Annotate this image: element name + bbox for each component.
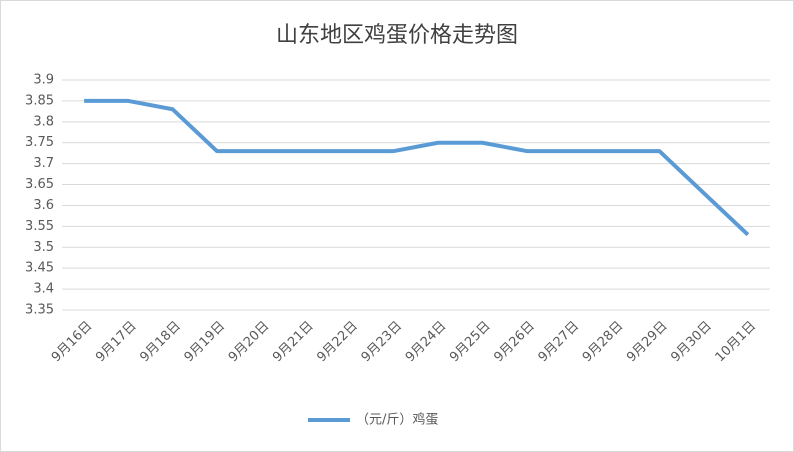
y-tick-label: 3.65 <box>25 177 54 192</box>
y-tick-label: 3.8 <box>33 114 54 129</box>
y-tick-label: 3.7 <box>33 156 54 171</box>
line-series <box>84 98 750 237</box>
y-tick-label: 3.45 <box>25 261 54 276</box>
y-tick-label: 3.35 <box>25 303 54 318</box>
y-tick-label: 3.5 <box>33 240 54 255</box>
chart-title: 山东地区鸡蛋价格走势图 <box>276 23 518 48</box>
y-tick-label: 3.6 <box>33 198 54 213</box>
legend-label: （元/斤）鸡蛋 <box>356 412 438 428</box>
y-tick-label: 3.9 <box>33 73 54 88</box>
y-tick-label: 3.85 <box>25 93 54 108</box>
y-tick-label: 3.4 <box>33 282 54 297</box>
y-tick-label: 3.75 <box>25 135 54 150</box>
y-tick-label: 3.55 <box>25 219 54 234</box>
